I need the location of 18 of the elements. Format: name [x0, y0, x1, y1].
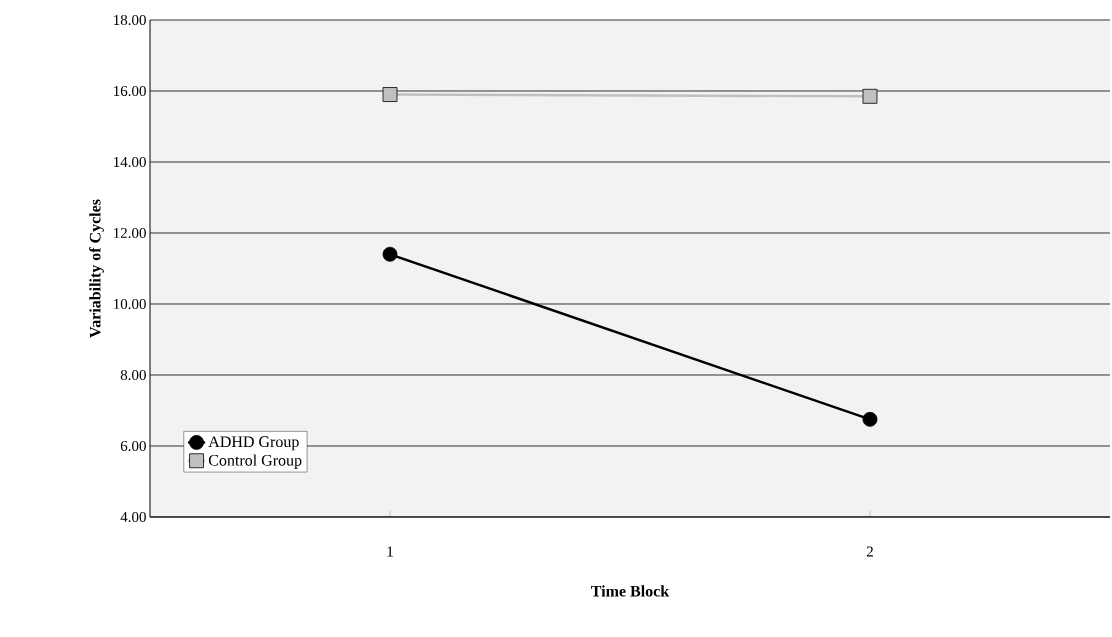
- point: [862, 411, 878, 427]
- y-tick-label: 4.00: [120, 511, 146, 523]
- point: [382, 246, 398, 262]
- point: [382, 87, 398, 102]
- x-axis-title: Time Block: [591, 585, 670, 597]
- y-tick-label: 18.00: [114, 14, 146, 26]
- y-axis-title: Variability of Cycles: [89, 199, 104, 338]
- point: [862, 88, 878, 104]
- y-tick-label: 8.00: [120, 369, 146, 381]
- legend-label: Control Group: [208, 454, 302, 469]
- y-tick-label: 14.00: [114, 156, 146, 168]
- y-tick-label: 6.00: [120, 440, 146, 452]
- y-tick-label: 16.00: [114, 85, 146, 97]
- legend-label: ADHD Group: [208, 436, 299, 451]
- x-tick-label: 2: [866, 546, 873, 557]
- x-tick-label: 1: [387, 546, 393, 557]
- y-tick-label: 12.00: [114, 227, 146, 239]
- y-tick-label: 10.00: [114, 298, 146, 310]
